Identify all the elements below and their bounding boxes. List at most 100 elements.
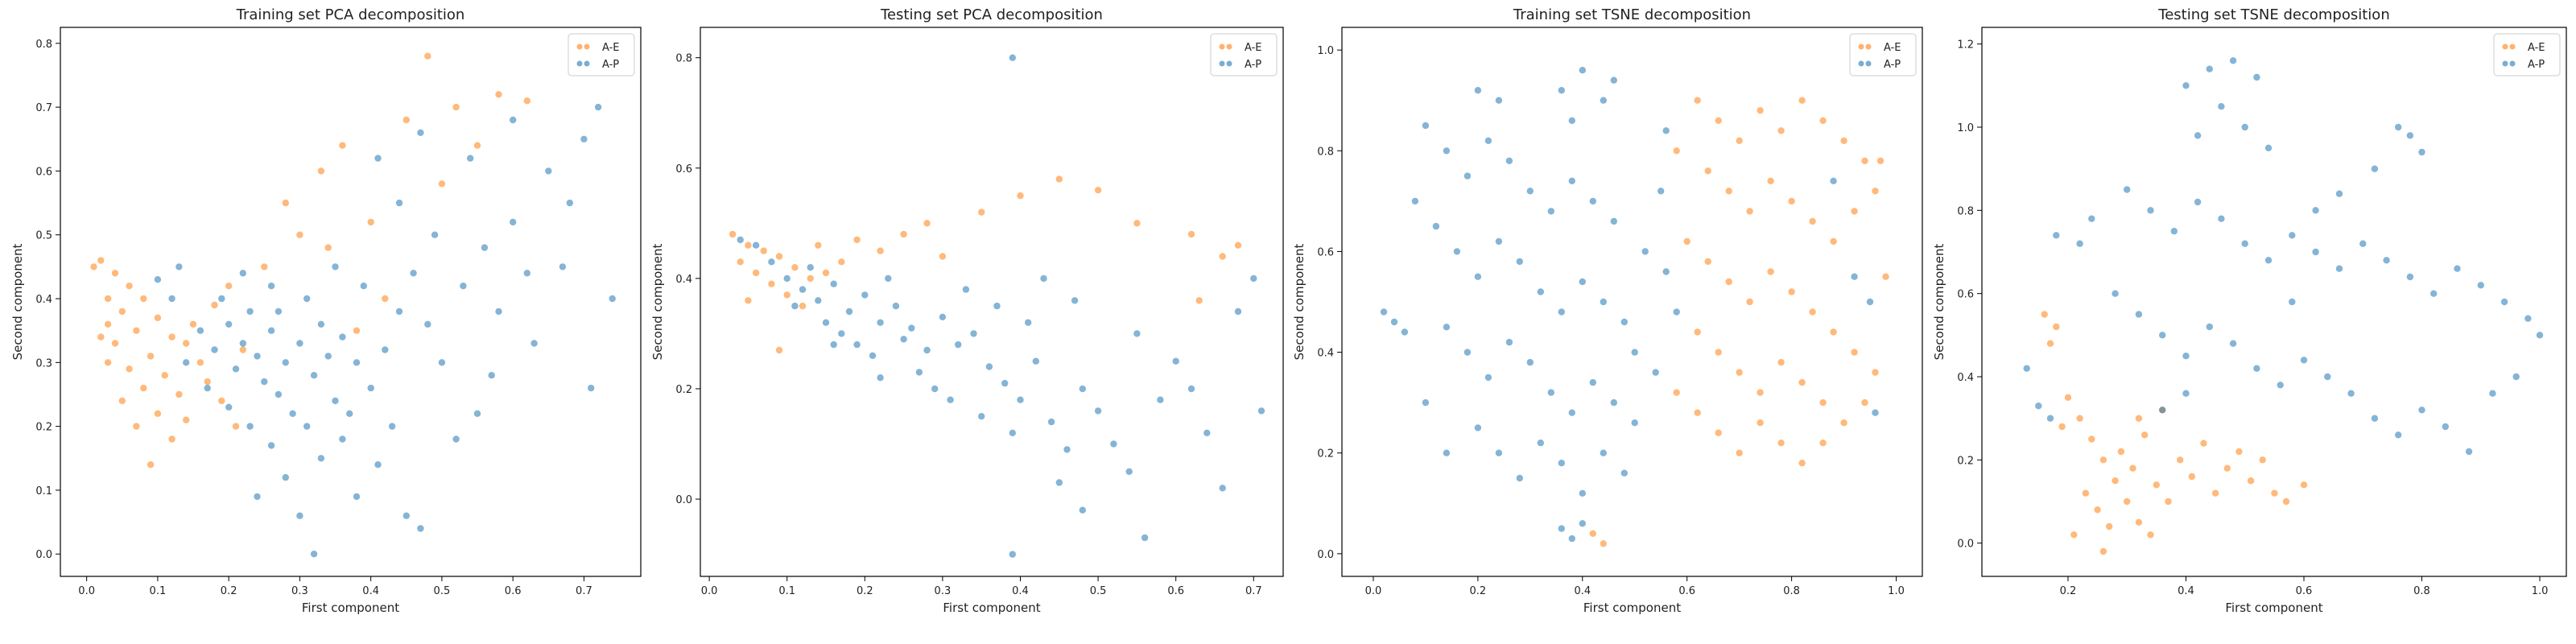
x-tick-label: 0.3: [935, 585, 952, 597]
legend-label-a-e: A-E: [602, 42, 620, 54]
scatter-point-a-e: [1757, 107, 1763, 114]
scatter-point-a-p: [368, 385, 374, 391]
scatter-point-a-p: [1017, 397, 1023, 403]
scatter-point-a-p: [1569, 410, 1575, 416]
scatter-point-a-p: [580, 136, 587, 142]
scatter-point-a-p: [233, 365, 239, 372]
scatter-point-a-e: [318, 167, 324, 174]
scatter-point-a-e: [776, 347, 782, 353]
scatter-point-a-p: [1220, 485, 1226, 491]
scatter-point-a-p: [410, 270, 416, 276]
scatter-point-a-e: [1017, 192, 1023, 199]
scatter-point-a-p: [2501, 299, 2508, 305]
x-tick-label: 0.6: [2296, 585, 2313, 597]
scatter-point-a-p: [1621, 319, 1628, 325]
scatter-point-a-p: [2418, 407, 2425, 413]
scatter-point-a-p: [2088, 216, 2095, 222]
scatter-point-a-p: [978, 413, 985, 419]
scatter-point-a-p: [268, 442, 275, 448]
scatter-point-a-p: [588, 385, 594, 391]
scatter-point-a-p: [2194, 132, 2201, 138]
scatter-point-a-p: [2182, 82, 2189, 89]
scatter-point-a-e: [784, 291, 791, 298]
scatter-point-a-p: [1080, 507, 1086, 514]
scatter-point-a-e: [495, 91, 502, 97]
scatter-point-a-e: [175, 391, 182, 398]
scatter-point-a-e: [1757, 389, 1763, 395]
scatter-point-a-p: [1071, 297, 1078, 303]
scatter-point-a-e: [1695, 410, 1701, 416]
scatter-point-a-e: [1798, 379, 1805, 386]
scatter-point-a-p: [1040, 275, 1046, 282]
scatter-point-a-e: [1590, 530, 1596, 537]
scatter-point-a-p: [1454, 248, 1460, 254]
scatter-point-a-p: [204, 385, 211, 391]
scatter-point-a-p: [489, 372, 495, 378]
scatter-point-a-e: [1684, 238, 1690, 245]
scatter-point-a-p: [1126, 469, 1133, 475]
scatter-point-a-p: [524, 270, 530, 276]
scatter-point-a-e: [126, 365, 132, 372]
scatter-point-a-p: [1422, 122, 1429, 129]
scatter-point-a-e: [1767, 268, 1773, 275]
legend-marker-a-e: [2503, 44, 2508, 50]
scatter-point-a-e: [97, 257, 104, 263]
y-tick-label: 0.4: [35, 294, 52, 306]
scatter-point-a-e: [105, 321, 111, 328]
scatter-point-a-e: [1188, 231, 1195, 237]
scatter-point-a-e: [2283, 498, 2289, 505]
scatter-point-a-p: [481, 244, 488, 250]
scatter-point-a-p: [1464, 349, 1471, 355]
scatter-point-a-e: [2200, 440, 2207, 447]
scatter-point-a-p: [1632, 419, 1638, 426]
legend-box: [2494, 34, 2560, 76]
scatter-point-a-e: [2153, 481, 2160, 488]
scatter-point-a-p: [2407, 132, 2413, 138]
y-tick-label: 0.2: [35, 422, 52, 434]
x-tick-label: 0.7: [576, 585, 592, 597]
scatter-point-a-e: [105, 359, 111, 365]
scatter-point-a-p: [311, 372, 317, 378]
scatter-point-a-p: [339, 333, 345, 340]
scatter-point-a-p: [2312, 249, 2318, 255]
x-axis-label: First component: [2225, 601, 2322, 615]
scatter-point-a-e: [204, 378, 211, 385]
scatter-point-a-p: [2489, 390, 2496, 397]
scatter-point-a-p: [460, 283, 466, 289]
scatter-point-a-e: [2041, 311, 2048, 317]
scatter-point-a-p: [1538, 288, 1544, 295]
x-tick-label: 0.4: [1012, 585, 1029, 597]
scatter-point-a-p: [823, 320, 829, 326]
scatter-point-a-e: [368, 219, 374, 225]
scatter-point-a-p: [986, 363, 993, 369]
scatter-point-a-e: [119, 308, 126, 315]
scatter-point-a-e: [1830, 238, 1836, 245]
y-tick-label: 0.3: [35, 357, 52, 369]
scatter-point-a-p: [1009, 430, 1016, 436]
scatter-point-a-p: [2194, 199, 2201, 205]
y-tick-label: 0.7: [35, 102, 52, 114]
scatter-point-a-e: [1695, 97, 1701, 104]
scatter-point-a-p: [339, 436, 345, 442]
scatter-point-a-e: [197, 359, 204, 365]
scatter-point-a-e: [853, 237, 860, 243]
legend-box: [1211, 34, 1277, 76]
scatter-point-a-e: [1777, 359, 1784, 365]
scatter-point-a-p: [1579, 67, 1586, 73]
scatter-point-a-p: [1422, 399, 1429, 406]
scatter-point-a-e: [1196, 297, 1203, 303]
scatter-point-a-e: [2047, 341, 2054, 347]
scatter-point-a-p: [1579, 490, 1586, 497]
chart-title: Testing set PCA decomposition: [880, 6, 1103, 23]
legend-marker-a-p: [1220, 61, 1225, 67]
y-tick-label: 0.8: [1957, 205, 1974, 217]
scatter-point-a-p: [609, 295, 616, 302]
y-tick-label: 0.4: [675, 274, 692, 286]
scatter-point-a-p: [1621, 470, 1628, 477]
scatter-point-a-p: [296, 340, 303, 346]
scatter-point-a-p: [439, 359, 445, 365]
scatter-point-a-p: [2418, 149, 2425, 155]
y-axis-label: Second component: [650, 243, 665, 360]
y-tick-label: 0.8: [675, 53, 692, 65]
